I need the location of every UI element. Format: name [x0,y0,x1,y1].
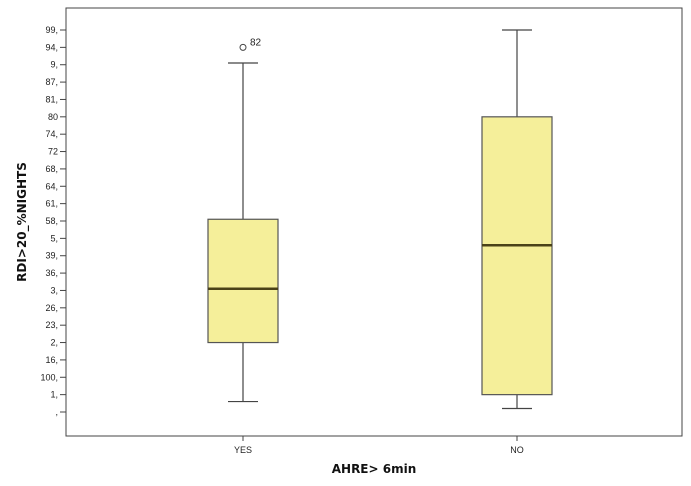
y-tick-label: 80 [48,112,58,122]
box-iqr [481,116,553,396]
y-tick-label: 81, [45,94,58,104]
y-tick-label: 64, [45,181,58,191]
box-yes: 82 [207,37,279,403]
y-tick-label: 61, [45,199,58,209]
box-iqr [207,218,279,344]
outlier-label: 82 [250,37,262,48]
y-tick-label: 3, [50,285,58,295]
x-tick-label: YES [234,445,252,455]
y-tick-label: 100, [40,372,58,382]
y-tick-label: 58, [45,216,58,226]
y-tick-label: 99, [45,25,58,35]
boxes-layer: 82 [207,29,553,410]
y-tick-label: 94, [45,42,58,52]
x-axis-title: AHRE> 6min [332,462,417,476]
plot-area [65,7,683,437]
outlier-point [239,43,247,51]
x-tick-label: NO [510,445,524,455]
y-tick-label: 9, [50,60,58,70]
y-tick-label: 2, [50,338,58,348]
y-tick-label: 68, [45,164,58,174]
y-tick-label: 87, [45,77,58,87]
y-tick-label: 36, [45,268,58,278]
y-tick-label: 72 [48,147,58,157]
y-tick-label: 74, [45,129,58,139]
y-tick-label: 5, [50,233,58,243]
y-tick-label: 16, [45,355,58,365]
y-tick-label: 1, [50,390,58,400]
y-tick-label: 26, [45,303,58,313]
y-tick-label: 39, [45,251,58,261]
box-no [481,29,553,410]
y-tick-label: , [55,407,58,417]
y-axis-title: RDI>20_%NIGHTS [15,162,30,282]
y-axis-ticks: 99, 94, 9, 87, 81, 80 74, 72 68, 64, 61, 58, 5, 39, 36… [40,25,66,417]
y-tick-label: 23, [45,320,58,330]
x-axis-ticks: YES NO [234,436,524,455]
